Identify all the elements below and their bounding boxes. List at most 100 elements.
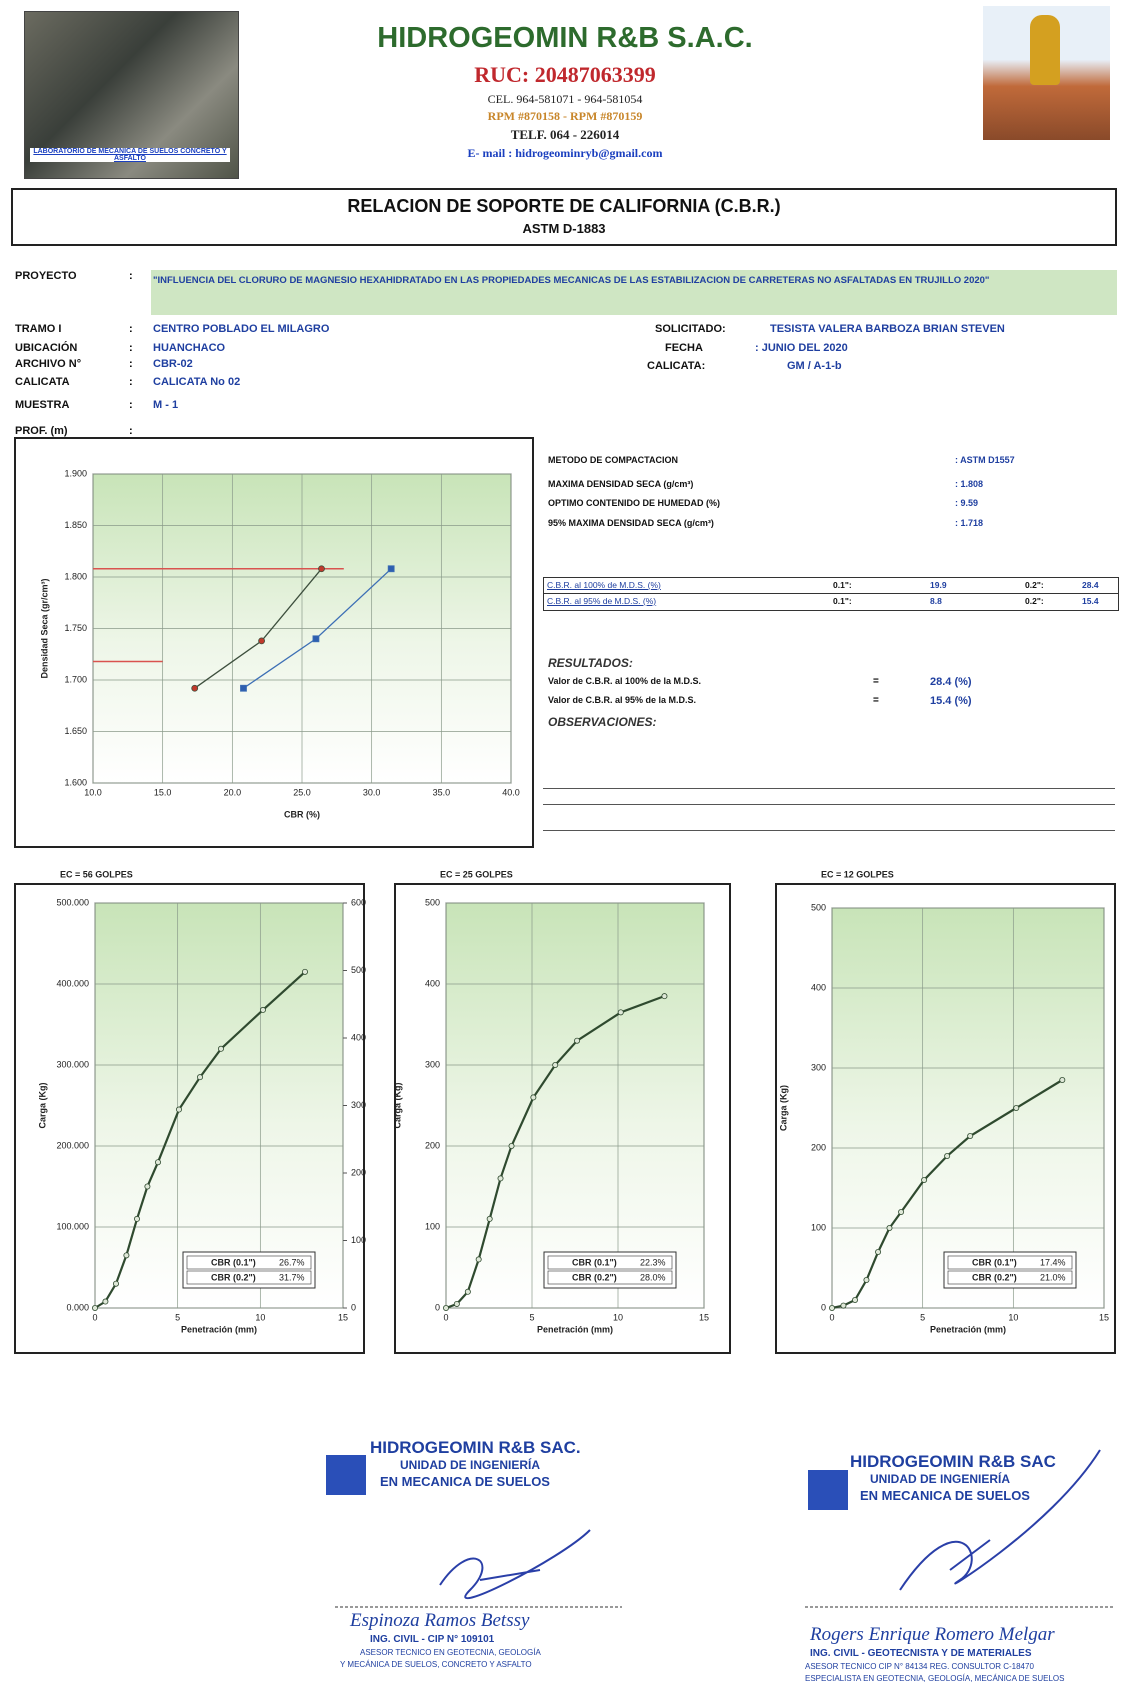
plot-area — [445, 902, 705, 1309]
rule — [543, 804, 1115, 805]
x-tick-label: 10.0 — [84, 787, 102, 797]
data-point — [123, 1252, 130, 1259]
y-tick-label: 500 — [425, 897, 440, 907]
data-point — [617, 1009, 624, 1016]
field-label: TRAMO I — [15, 323, 62, 335]
signature-text: ESPECIALISTA EN GEOTECNIA, GEOLOGÍA, MEC… — [805, 1674, 1065, 1683]
signature — [899, 1449, 1101, 1591]
y-tick-label: 100.000 — [56, 1221, 89, 1231]
annotation-label: CBR (0.2") — [572, 1272, 617, 1282]
y2-tick-label: 100 — [351, 1235, 366, 1245]
signature-text: UNIDAD DE INGENIERÍA — [400, 1458, 541, 1472]
cbr-col-label: 0.1": — [833, 580, 852, 590]
field-value: : JUNIO DEL 2020 — [755, 342, 848, 354]
annotation-label: CBR (0.1") — [572, 1257, 617, 1267]
field-separator: : — [129, 342, 133, 354]
data-point — [154, 1159, 161, 1166]
x-tick-label: 15 — [338, 1312, 348, 1322]
field-label: FECHA — [665, 342, 703, 354]
y-tick-label: 200 — [811, 1142, 826, 1152]
compaction-value: : 9.59 — [955, 498, 979, 508]
field-separator: : — [129, 376, 133, 388]
y-axis-label: Densidad Seca (gr/cm³) — [39, 578, 49, 678]
y-axis-label: Carga (Kg) — [37, 1082, 47, 1128]
data-point — [464, 1288, 471, 1295]
annotation-row — [186, 1255, 312, 1270]
chart: EC = 12 GOLPES 0 100 200 300 400 500 0 5 10 15 Pene… — [775, 869, 1116, 1354]
x-tick-label: 10 — [613, 1312, 623, 1322]
x-tick-label: 25.0 — [293, 787, 311, 797]
field-separator: : — [129, 323, 133, 335]
x-tick-label: 15.0 — [154, 787, 172, 797]
annotation-label: CBR (0.1") — [972, 1257, 1017, 1267]
chart: EC = 25 GOLPES 0 100 200 300 400 500 0 5 10 15 Pene… — [392, 869, 731, 1354]
y-tick-label: 400 — [425, 978, 440, 988]
field-value: CBR-02 — [153, 358, 193, 370]
annotation-value: 26.7% — [279, 1257, 305, 1267]
annotation-row — [547, 1255, 673, 1270]
y-tick-label: 0 — [821, 1302, 826, 1312]
signature-text: Espinoza Ramos Betssy — [350, 1610, 530, 1631]
field-value: HUANCHACO — [153, 342, 226, 354]
report-standard: ASTM D-1883 — [522, 221, 606, 236]
annotation-box — [543, 1251, 677, 1289]
y-axis-label: Carga (Kg) — [392, 1082, 402, 1128]
data-point — [840, 1302, 847, 1309]
x-tick-label: 0 — [443, 1312, 448, 1322]
data-point — [112, 1280, 119, 1287]
data-point — [475, 1256, 482, 1263]
rule — [543, 830, 1115, 831]
compaction-label: METODO DE COMPACTACION — [548, 455, 678, 465]
y-tick-label: 1.700 — [64, 674, 87, 684]
cbr-value: 8.8 — [930, 596, 942, 606]
y2-tick-label: 0 — [351, 1302, 356, 1312]
compaction-label: OPTIMO CONTENIDO DE HUMEDAD (%) — [548, 498, 720, 508]
result-value: 28.4 (%) — [930, 676, 972, 688]
annotation-box — [182, 1251, 316, 1289]
chart-frame — [14, 437, 534, 848]
field-value: CENTRO POBLADO EL MILAGRO — [153, 323, 330, 335]
chart-frame — [775, 883, 1116, 1354]
observations: OBSERVACIONES: — [548, 715, 657, 729]
field-separator: : — [129, 270, 133, 282]
worker-figure — [1030, 15, 1060, 85]
x-tick-label: 20.0 — [224, 787, 242, 797]
annotation-label: CBR (0.1") — [211, 1257, 256, 1267]
x-axis-label: Penetración (mm) — [930, 1324, 1006, 1334]
cbr-col-label: 0.2": — [1025, 596, 1044, 606]
data-point — [92, 1305, 99, 1312]
annotation-box — [943, 1251, 1077, 1289]
data-point — [1013, 1105, 1020, 1112]
field-value: GM / A-1-b — [787, 360, 842, 372]
signature-text: ING. CIVIL - CIP N° 109101 — [370, 1634, 495, 1645]
y2-tick-label: 200 — [351, 1167, 366, 1177]
data-point — [191, 684, 199, 692]
y-tick-label: 0.000 — [66, 1302, 89, 1312]
cbr-col-label: 0.2": — [1025, 580, 1044, 590]
signature-text: Rogers Enrique Romero Melgar — [810, 1624, 1055, 1645]
cbr-row-label: C.B.R. al 100% de M.D.S. (%) — [547, 580, 661, 590]
annotation-row — [547, 1270, 673, 1285]
result-value: 15.4 (%) — [930, 695, 972, 707]
data-point — [661, 993, 668, 1000]
field-label: PROYECTO — [15, 270, 77, 282]
x-axis-label: Penetración (mm) — [181, 1324, 257, 1334]
cbr-value: 15.4 — [1082, 596, 1099, 606]
data-point — [1059, 1077, 1066, 1084]
x-tick-label: 10 — [255, 1312, 265, 1322]
lab-caption: LABORATORIO DE MECANICA DE SUELOS CONCRE… — [30, 148, 230, 162]
result-label: Valor de C.B.R. al 95% de la M.D.S. — [548, 695, 697, 705]
email: E- mail : hidrogeominryb@gmail.com — [467, 146, 663, 160]
signature-text: Y MECÁNICA DE SUELOS, CONCRETO Y ASFALTO — [340, 1660, 532, 1669]
data-point — [258, 637, 265, 645]
x-tick-label: 5 — [175, 1312, 180, 1322]
x-axis-label: Penetración (mm) — [537, 1324, 613, 1334]
cel: CEL. 964-581071 - 964-581054 — [487, 92, 643, 106]
y-tick-label: 0 — [435, 1302, 440, 1312]
y-tick-label: 1.850 — [64, 520, 87, 530]
data-point — [175, 1106, 182, 1113]
y-tick-label: 1.800 — [64, 571, 87, 581]
data-point — [144, 1183, 151, 1190]
y-tick-label: 100 — [425, 1221, 440, 1231]
